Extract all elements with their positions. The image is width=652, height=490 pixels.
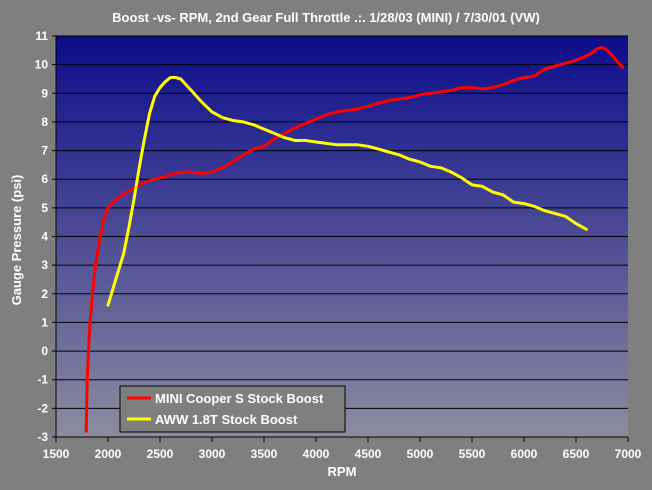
grid-lines bbox=[56, 35, 628, 438]
x-tick-label: 2500 bbox=[147, 447, 174, 461]
legend-label-mini: MINI Cooper S Stock Boost bbox=[155, 391, 324, 406]
x-tick-label: 2000 bbox=[95, 447, 122, 461]
x-tick-label: 5000 bbox=[407, 447, 434, 461]
series-line-mini bbox=[84, 46, 625, 433]
x-tick-label: 3000 bbox=[199, 447, 226, 461]
y-tick-label: 8 bbox=[41, 115, 48, 129]
y-tick-label: 1 bbox=[41, 315, 48, 329]
y-tick-label: 7 bbox=[41, 144, 48, 158]
y-tick-label: 6 bbox=[41, 172, 48, 186]
x-tick-label: 1500 bbox=[43, 447, 70, 461]
x-tick-label: 5500 bbox=[459, 447, 486, 461]
x-tick-label: 6000 bbox=[511, 447, 538, 461]
x-tick-labels: 1500 2000 2500 3000 3500 4000 4500 5000 5500 6000… bbox=[43, 437, 642, 461]
y-tick-label: 4 bbox=[41, 230, 48, 244]
x-tick-label: 4000 bbox=[303, 447, 330, 461]
y-axis-title: Gauge Pressure (psi) bbox=[9, 175, 24, 306]
x-axis-title: RPM bbox=[328, 464, 357, 479]
y-tick-label: 11 bbox=[35, 29, 48, 43]
y-tick-labels: -3 -2 -1 0 1 2 3 4 5 6 7 8 9 10 11 bbox=[35, 29, 56, 444]
y-tick-label: 3 bbox=[41, 258, 48, 272]
y-tick-label: 10 bbox=[35, 58, 49, 72]
legend-label-aww: AWW 1.8T Stock Boost bbox=[155, 412, 298, 427]
chart-title: Boost -vs- RPM, 2nd Gear Full Throttle .… bbox=[112, 10, 540, 25]
legend: MINI Cooper S Stock Boost AWW 1.8T Stock… bbox=[119, 385, 346, 433]
y-tick-label: -2 bbox=[37, 401, 48, 415]
y-tick-label: 0 bbox=[41, 344, 48, 358]
x-tick-label: 4500 bbox=[355, 447, 382, 461]
y-tick-label: -1 bbox=[37, 373, 48, 387]
x-tick-label: 6500 bbox=[563, 447, 590, 461]
series-lines bbox=[84, 46, 625, 433]
y-tick-label: 5 bbox=[41, 201, 48, 215]
x-tick-label: 3500 bbox=[251, 447, 278, 461]
y-tick-label: -3 bbox=[37, 430, 48, 444]
x-tick-label: 7000 bbox=[615, 447, 642, 461]
series-line-aww bbox=[106, 76, 588, 307]
y-tick-label: 2 bbox=[41, 287, 48, 301]
legend-box bbox=[119, 385, 346, 433]
y-tick-label: 9 bbox=[41, 86, 48, 100]
